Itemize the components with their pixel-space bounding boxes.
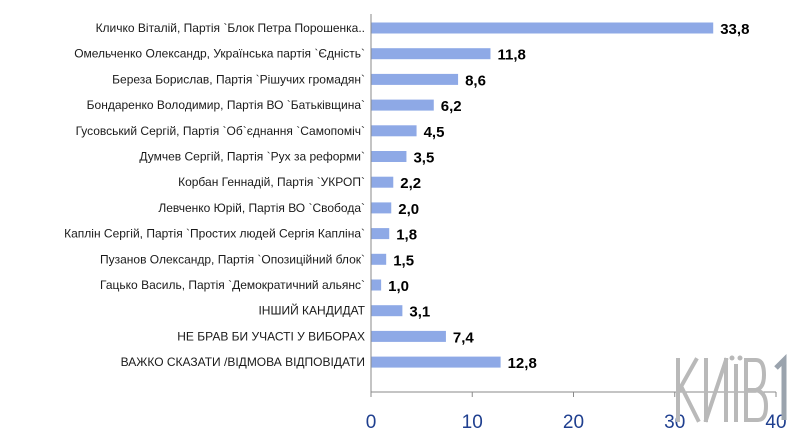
value-label: 6,2	[441, 98, 462, 115]
category-label: Гусовський Сергій, Партія `Об`єднання `С…	[76, 124, 365, 138]
value-label: 1,0	[388, 278, 409, 295]
bar	[371, 48, 491, 60]
bar	[371, 305, 403, 317]
bars-layer: Кличко Віталій, Партія `Блок Петра Порош…	[64, 21, 749, 372]
bar	[371, 228, 390, 240]
bar	[371, 176, 394, 188]
bar	[371, 22, 714, 34]
value-label: 1,8	[396, 227, 417, 244]
bar	[371, 279, 382, 291]
value-label: 11,8	[497, 47, 525, 64]
x-tick-label: 20	[563, 412, 584, 433]
value-label: 3,1	[409, 304, 430, 321]
value-label: 4,5	[424, 124, 445, 141]
category-label: Думчев Сергій, Партія `Рух за реформи`	[139, 150, 365, 164]
bar	[371, 99, 434, 111]
category-label: Корбан Геннадій, Партія `УКРОП`	[178, 175, 365, 189]
bar	[371, 202, 392, 214]
x-tick-label: 40	[765, 412, 786, 433]
value-label: 2,0	[398, 201, 419, 218]
category-label: Пузанов Олександр, Партія `Опозиційний б…	[100, 252, 365, 266]
category-label: ІНШИЙ КАНДИДАТ	[258, 303, 365, 318]
value-label: 7,4	[453, 329, 475, 346]
bar	[371, 125, 417, 137]
value-label: 3,5	[413, 150, 434, 167]
category-label: Береза Борислав, Партія `Рішучих громадя…	[112, 72, 365, 86]
category-label: Левченко Юрій, Партія ВО `Свобода`	[158, 201, 365, 215]
value-label: 12,8	[508, 355, 537, 372]
category-label: Каплін Сергій, Партія `Простих людей Сер…	[64, 227, 365, 241]
value-label: 2,2	[400, 175, 421, 192]
kyiv1-logo	[675, 353, 787, 423]
bar	[371, 73, 459, 85]
category-label: Кличко Віталій, Партія `Блок Петра Порош…	[96, 21, 365, 35]
value-label: 1,5	[393, 252, 414, 269]
x-axis-ticks: 0 10 20 30 40	[366, 392, 787, 433]
category-label: ВАЖКО СКАЗАТИ /ВІДМОВА ВІДПОВІДАТИ	[121, 355, 365, 369]
category-label: НЕ БРАВ БИ УЧАСТІ У ВИБОРАХ	[177, 329, 365, 343]
category-label: Бондаренко Володимир, Партія ВО `Батьків…	[87, 98, 365, 112]
bar	[371, 330, 446, 342]
category-label: Гацько Василь, Партія `Демократичний аль…	[100, 278, 365, 292]
x-tick-label: 10	[462, 412, 483, 433]
value-label: 8,6	[465, 72, 486, 89]
x-tick-label: 30	[664, 412, 685, 433]
x-tick-label: 0	[366, 412, 377, 433]
bar	[371, 151, 407, 162]
category-label: Омельченко Олександр, Українська партія …	[74, 47, 365, 61]
value-label: 33,8	[720, 21, 749, 38]
bar	[371, 356, 501, 368]
bar	[371, 253, 387, 265]
